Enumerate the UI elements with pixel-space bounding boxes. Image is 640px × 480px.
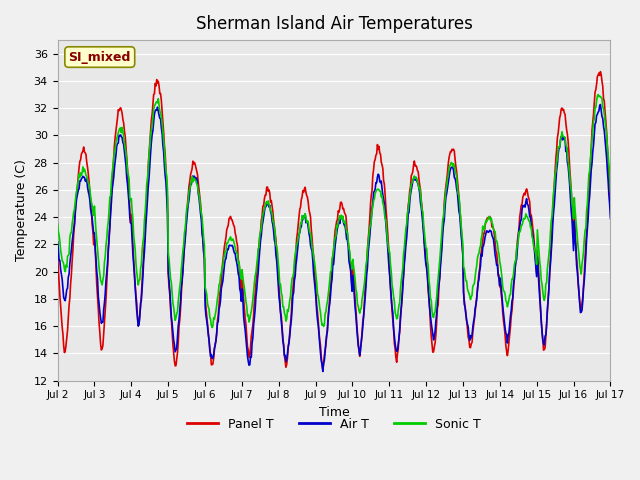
Y-axis label: Temperature (C): Temperature (C): [15, 159, 28, 261]
Text: SI_mixed: SI_mixed: [68, 50, 131, 63]
Legend: Panel T, Air T, Sonic T: Panel T, Air T, Sonic T: [182, 413, 486, 436]
X-axis label: Time: Time: [319, 406, 349, 419]
Title: Sherman Island Air Temperatures: Sherman Island Air Temperatures: [196, 15, 472, 33]
